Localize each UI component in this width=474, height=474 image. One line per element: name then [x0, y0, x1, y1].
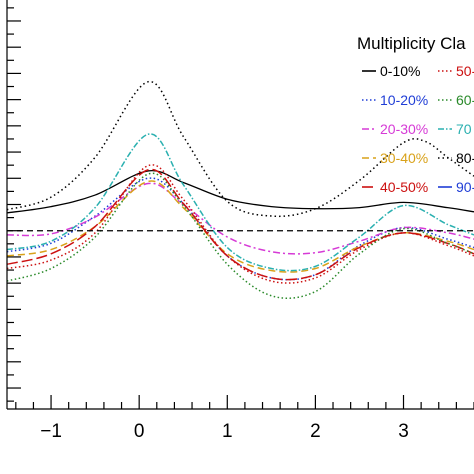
x-tick-label: 2: [310, 421, 321, 442]
legend-label: 10-20%: [380, 92, 428, 108]
legend-label: 60-: [456, 92, 474, 108]
legend-label: 30-40%: [380, 150, 428, 166]
legend-label: 50-: [456, 63, 474, 79]
series-line: [6, 169, 474, 214]
x-axis-tick-labels: −1 0 1 2 3: [40, 421, 409, 442]
series-line: [6, 172, 474, 300]
series-line: [6, 168, 474, 281]
series-line: [6, 133, 474, 272]
legend-label: 90-: [456, 179, 474, 195]
y-axis-ticks: [7, 7, 21, 402]
legend-label: 20-30%: [380, 121, 428, 137]
legend-label: 40-50%: [380, 179, 428, 195]
x-tick-label: 0: [134, 421, 145, 442]
x-tick-label: 3: [398, 421, 409, 442]
legend-entries: 0-10% 50- 10-20% 60- 20-30% 70 30-40% 80- 40-50%…: [362, 63, 474, 195]
legend-label: 70: [456, 121, 472, 137]
legend: Multiplicity Cla 0-10% 50- 10-20% 60- 20-30%…: [357, 34, 474, 195]
series-layer: [6, 81, 474, 300]
x-tick-label: 1: [222, 421, 233, 442]
legend-label: 80-: [456, 150, 474, 166]
series-line: [6, 81, 474, 218]
series-line: [6, 164, 474, 284]
legend-title: Multiplicity Cla: [357, 34, 466, 53]
legend-label: 0-10%: [380, 63, 420, 79]
series-line: [6, 182, 474, 255]
x-axis-ticks: [15, 395, 474, 409]
x-tick-label: −1: [40, 421, 62, 442]
